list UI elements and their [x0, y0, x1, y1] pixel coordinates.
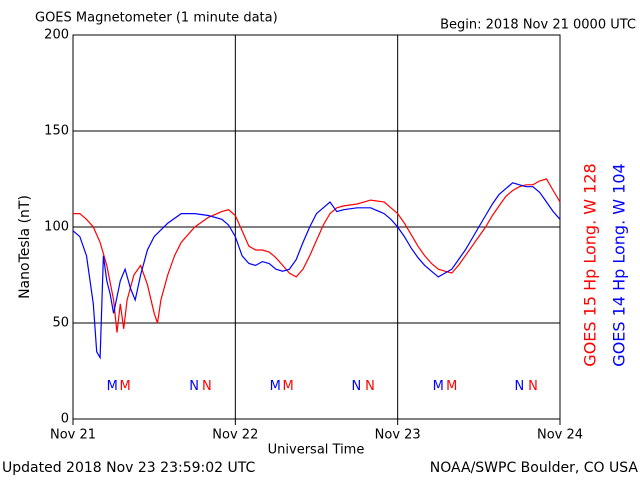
- annotation: N: [515, 379, 525, 394]
- y-axis-label: NanoTesla (nT): [17, 195, 33, 299]
- x-tick-label: Nov 21: [50, 428, 96, 443]
- x-tick-label: Nov 22: [212, 428, 258, 443]
- annotation: M: [433, 379, 444, 394]
- x-tick-label: Nov 23: [375, 428, 421, 443]
- annotation: N: [352, 379, 362, 394]
- chart-subtitle: Begin: 2018 Nov 21 0000 UTC: [440, 18, 636, 33]
- annotation: N: [189, 379, 199, 394]
- annotation: N: [365, 379, 375, 394]
- annotation: M: [270, 379, 281, 394]
- legend-entry: GOES 14 Hp Long. W 104: [610, 163, 629, 366]
- x-tick-label: Nov 24: [537, 428, 583, 443]
- y-tick-label: 0: [61, 412, 69, 427]
- series-line: [72, 182, 561, 360]
- y-tick-label: 150: [44, 124, 69, 139]
- footer-left: Updated 2018 Nov 23 23:59:02 UTC: [2, 460, 255, 476]
- y-tick-label: 200: [44, 28, 69, 43]
- annotation: M: [446, 379, 457, 394]
- annotation: N: [528, 379, 538, 394]
- annotation: M: [282, 379, 293, 394]
- annotation: M: [119, 379, 130, 394]
- footer-right: NOAA/SWPC Boulder, CO USA: [430, 460, 639, 476]
- chart-title: GOES Magnetometer (1 minute data): [35, 11, 278, 26]
- y-tick-label: 50: [52, 316, 69, 331]
- x-axis-label: Universal Time: [268, 443, 365, 458]
- y-tick-label: 100: [44, 220, 69, 235]
- annotation: N: [202, 379, 212, 394]
- series-line: [73, 178, 561, 333]
- annotation: M: [107, 379, 118, 394]
- legend-entry: GOES 15 Hp Long. W 128: [581, 163, 600, 366]
